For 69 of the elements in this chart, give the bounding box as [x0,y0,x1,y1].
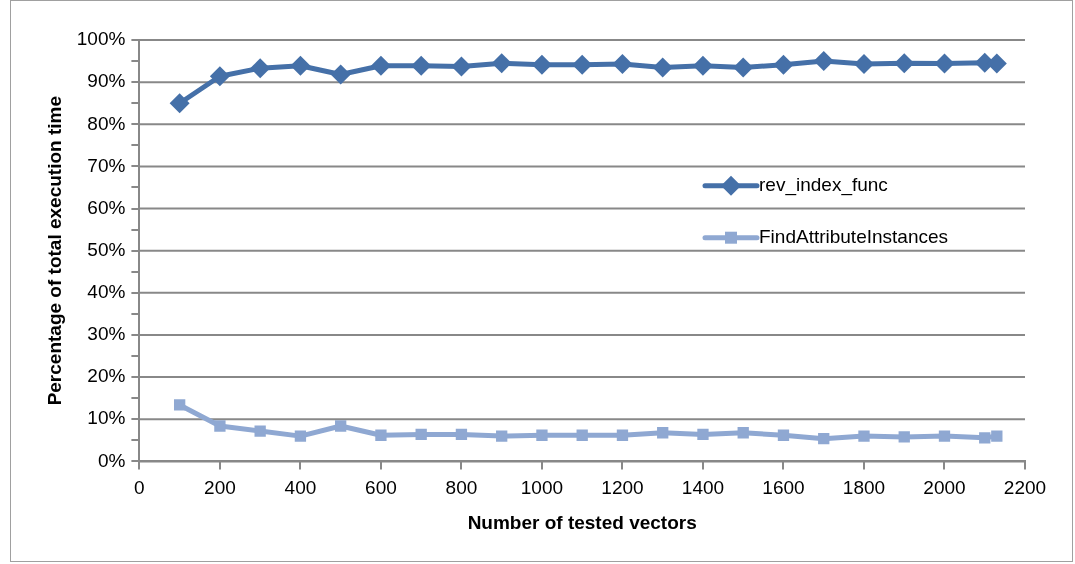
point [657,427,669,439]
point [375,429,387,441]
point [612,54,633,75]
point [858,430,870,442]
point [536,429,548,441]
point [254,425,266,437]
y-tick-label: 40% [87,281,126,303]
point [411,55,432,76]
point [173,399,186,411]
x-tick-label: 1200 [601,477,644,499]
point [777,429,790,441]
point [491,53,512,74]
legend-label: rev_index_func [759,173,888,196]
y-tick-label: 90% [87,70,126,92]
point [813,51,834,72]
point [979,432,991,444]
point [938,430,951,442]
x-axis-title: Number of tested vectors [467,511,697,533]
point [209,66,230,87]
point [294,430,307,442]
point [733,57,754,78]
x-tick-label: 800 [445,477,478,499]
point [169,93,190,114]
x-tick-label: 0 [134,477,145,499]
y-tick-label: 30% [87,323,126,345]
x-tick-label: 1000 [520,477,564,499]
x-tick-label: 2000 [923,477,966,499]
x-tick-label: 2200 [1003,477,1047,499]
point [415,428,427,441]
point [451,56,472,77]
point [330,64,351,85]
x-tick-label: 600 [365,477,397,499]
x-tick-label: 1800 [842,477,886,499]
point [853,54,874,75]
y-tick-label: 70% [87,154,126,176]
point [818,432,830,445]
y-tick-label: 50% [87,238,126,260]
x-tick-label: 400 [284,477,317,499]
x-tick-label: 1400 [681,477,725,499]
point [576,429,588,441]
point [737,427,749,439]
legend-label: FindAttributeInstances [759,225,949,247]
y-tick-label: 10% [87,407,126,429]
y-tick-label: 0% [97,449,126,471]
point [652,57,673,78]
point [934,53,955,74]
point [370,55,391,76]
point [335,420,347,432]
point [455,428,468,441]
y-tick-label: 100% [76,28,126,50]
point [773,54,794,75]
point [616,429,629,441]
point [991,430,1003,442]
point [531,54,552,75]
point [572,54,593,75]
x-tick-label: 200 [204,477,236,499]
point [898,431,910,443]
point [496,430,508,442]
point [250,58,271,79]
y-tick-label: 80% [87,112,126,134]
point [692,55,713,76]
y-tick-label: 20% [87,365,126,387]
point [697,428,709,441]
point [214,420,226,432]
y-axis-title: Percentage of total execution time [43,96,65,406]
point [894,53,915,74]
point [290,55,311,76]
x-tick-label: 1600 [762,477,805,499]
y-tick-label: 60% [87,196,126,218]
